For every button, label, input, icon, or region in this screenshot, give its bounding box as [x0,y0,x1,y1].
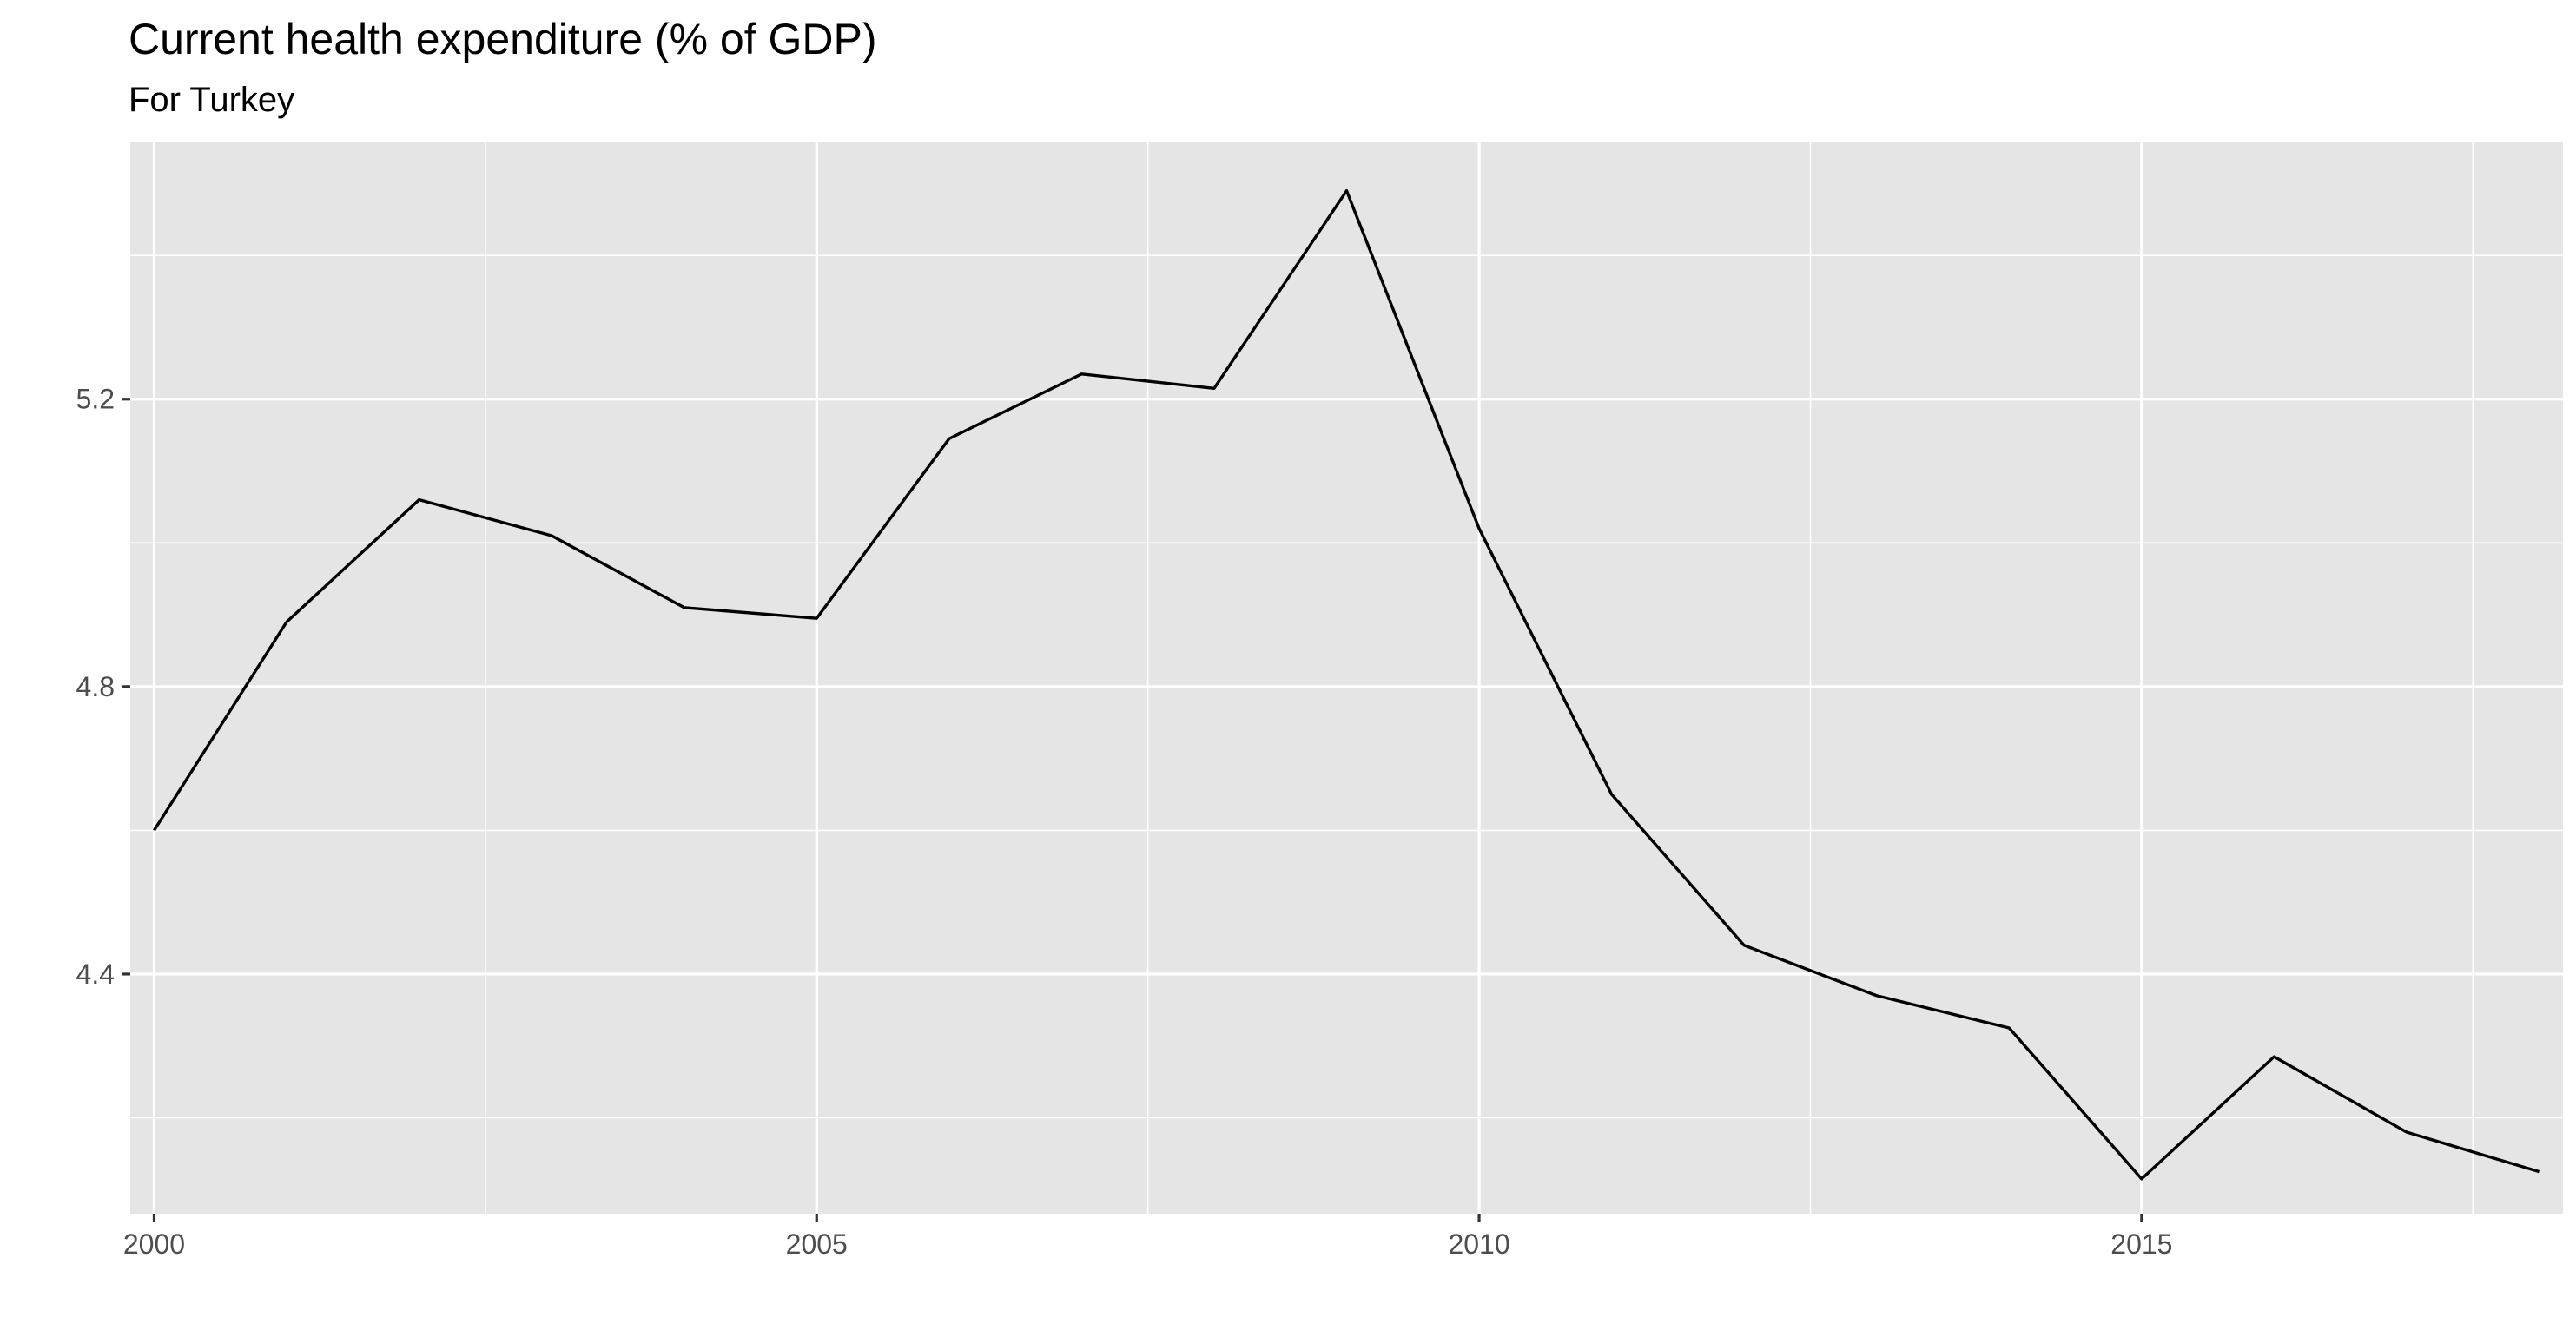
y-tick-label: 5.2 [76,384,115,415]
y-axis: 4.4 4.8 5.2 [76,384,130,990]
x-tick-label: 2005 [786,1228,848,1260]
x-tick-label: 2010 [1448,1228,1509,1260]
x-tick-label: 2015 [2110,1228,2172,1260]
x-axis: 2000 2005 2010 2015 [123,1214,2172,1260]
series-line-turkey [153,189,2540,1181]
plot-panel [130,142,2563,1214]
minor-gridlines [130,142,2563,1214]
major-gridlines [130,142,2563,1214]
y-tick-label: 4.4 [76,958,115,990]
chart-title: Current health expenditure (% of GDP) [129,15,877,63]
chart-subtitle: For Turkey [129,81,294,119]
y-tick-label: 4.8 [76,671,115,702]
x-tick-label: 2000 [123,1228,185,1260]
